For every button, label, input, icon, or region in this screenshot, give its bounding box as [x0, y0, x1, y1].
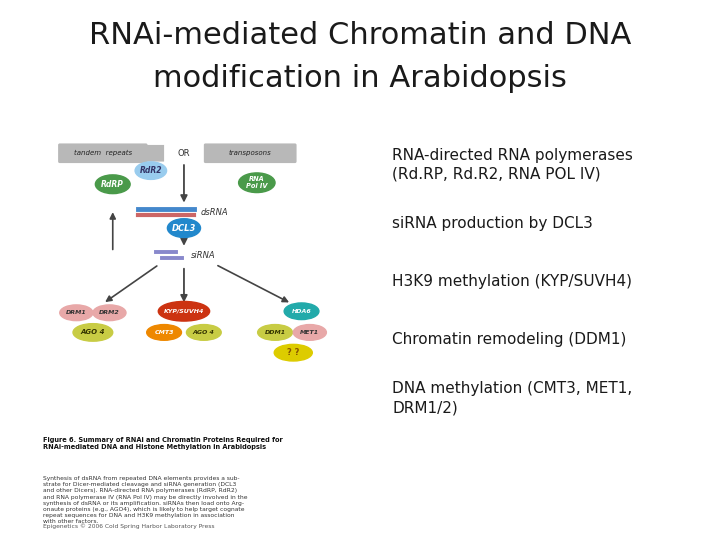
Ellipse shape: [167, 219, 200, 238]
Text: OR: OR: [178, 148, 190, 158]
Text: DNA methylation (CMT3, MET1,
DRM1/2): DNA methylation (CMT3, MET1, DRM1/2): [392, 381, 633, 415]
Text: dsRNA: dsRNA: [200, 208, 228, 217]
Text: Synthesis of dsRNA from repeated DNA elements provides a sub-
strate for Dicer-m: Synthesis of dsRNA from repeated DNA ele…: [43, 476, 248, 524]
Text: transposons: transposons: [229, 150, 271, 156]
Ellipse shape: [274, 345, 312, 361]
Ellipse shape: [284, 303, 319, 320]
Text: RdR2: RdR2: [140, 166, 162, 175]
FancyBboxPatch shape: [146, 145, 164, 161]
Ellipse shape: [95, 175, 130, 194]
FancyBboxPatch shape: [204, 144, 297, 163]
Ellipse shape: [186, 325, 221, 340]
Ellipse shape: [258, 325, 292, 340]
Ellipse shape: [60, 305, 93, 321]
Ellipse shape: [238, 173, 275, 193]
Text: DRM2: DRM2: [99, 310, 120, 315]
Text: AGO 4: AGO 4: [193, 330, 215, 335]
Text: ? ?: ? ?: [287, 348, 300, 357]
Text: H3K9 methylation (KYP/SUVH4): H3K9 methylation (KYP/SUVH4): [392, 274, 632, 289]
Text: RNAi-mediated Chromatin and DNA: RNAi-mediated Chromatin and DNA: [89, 21, 631, 50]
Text: Epigenetics © 2006 Cold Spring Harbor Laboratory Press: Epigenetics © 2006 Cold Spring Harbor La…: [43, 524, 215, 529]
Text: MET1: MET1: [300, 330, 320, 335]
Polygon shape: [144, 145, 164, 161]
Text: DDM1: DDM1: [264, 330, 286, 335]
Text: KYP/SUVH4: KYP/SUVH4: [163, 309, 204, 314]
Text: CMT3: CMT3: [154, 330, 174, 335]
Text: siRNA: siRNA: [191, 251, 215, 260]
FancyBboxPatch shape: [58, 144, 148, 163]
Text: modification in Arabidopsis: modification in Arabidopsis: [153, 64, 567, 93]
Ellipse shape: [93, 305, 126, 321]
Ellipse shape: [73, 323, 113, 341]
Text: Figure 6. Summary of RNAi and Chromatin Proteins Required for
RNAi-mediated DNA : Figure 6. Summary of RNAi and Chromatin …: [43, 437, 283, 450]
Text: DCL3: DCL3: [172, 224, 196, 233]
Ellipse shape: [293, 325, 326, 340]
Text: Chromatin remodeling (DDM1): Chromatin remodeling (DDM1): [392, 332, 627, 347]
Text: siRNA production by DCL3: siRNA production by DCL3: [392, 215, 593, 231]
Ellipse shape: [135, 162, 166, 179]
Ellipse shape: [147, 325, 181, 340]
Text: RNA-directed RNA polymerases
(Rd.RP, Rd.R2, RNA POL IV): RNA-directed RNA polymerases (Rd.RP, Rd.…: [392, 147, 634, 182]
Text: tandem  repeats: tandem repeats: [73, 150, 132, 156]
Text: RNA
Pol IV: RNA Pol IV: [246, 176, 268, 189]
Text: RdRP: RdRP: [102, 180, 124, 189]
Text: AGO 4: AGO 4: [81, 329, 105, 335]
Text: DRM1: DRM1: [66, 310, 86, 315]
Text: HDA6: HDA6: [292, 309, 312, 314]
Ellipse shape: [158, 301, 210, 321]
